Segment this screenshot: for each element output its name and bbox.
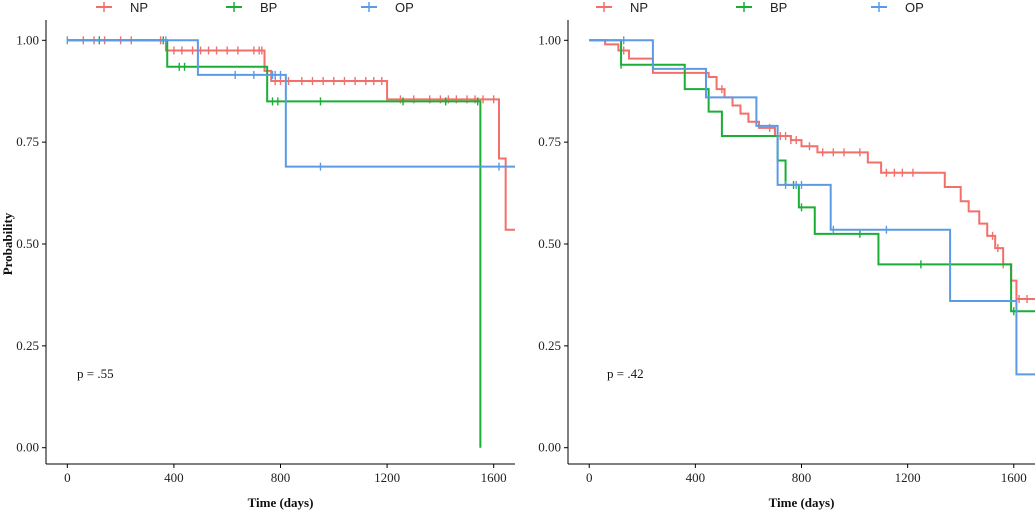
series-line-op: [67, 39, 515, 168]
x-axis-title: Time (days): [248, 495, 314, 510]
p-value-annotation: p = .55: [77, 366, 114, 381]
legend-label-np: NP: [630, 0, 648, 15]
series-line-np: [67, 39, 515, 231]
y-tick-label: 0.50: [538, 236, 561, 251]
series-line-bp: [67, 39, 482, 448]
y-tick-label: 0.25: [16, 338, 39, 353]
y-tick-label: 0.75: [538, 134, 561, 149]
x-tick-label: 0: [64, 470, 71, 485]
x-tick-label: 1600: [481, 470, 507, 485]
x-tick-label: 1200: [374, 470, 400, 485]
x-tick-label: 1200: [895, 470, 921, 485]
y-tick-label: 0.25: [538, 338, 561, 353]
y-axis-title: Probability: [0, 212, 15, 275]
x-axis-title: Time (days): [769, 495, 835, 510]
y-tick-label: 0.00: [538, 440, 561, 455]
legend-label-op: OP: [905, 0, 924, 15]
x-tick-label: 1600: [1001, 470, 1027, 485]
chart-panel-2: 0.00 0.25 0.50 0.75 1.00 0 400 800 1200 1600 Time …: [538, 0, 1035, 510]
chart-panel-1: 0.00 0.25 0.50 0.75 1.00 0 400 800 1200 1600 Time …: [0, 0, 515, 510]
x-tick-label: 400: [686, 470, 706, 485]
x-tick-label: 0: [586, 470, 593, 485]
legend-label-bp: BP: [260, 0, 277, 15]
y-tick-label: 1.00: [538, 32, 561, 47]
x-tick-label: 400: [164, 470, 184, 485]
series-line-bp: [589, 39, 1035, 313]
y-tick-label: 0.75: [16, 134, 39, 149]
legend-label-np: NP: [130, 0, 148, 15]
series-line-np: [589, 39, 1035, 300]
y-tick-label: 1.00: [16, 32, 39, 47]
legend-label-op: OP: [395, 0, 414, 15]
p-value-annotation: p = .42: [607, 366, 644, 381]
x-tick-label: 800: [792, 470, 812, 485]
x-tick-label: 800: [271, 470, 291, 485]
legend-label-bp: BP: [770, 0, 787, 15]
series-line-op: [589, 39, 1035, 376]
y-tick-label: 0.50: [16, 236, 39, 251]
y-tick-label: 0.00: [16, 440, 39, 455]
